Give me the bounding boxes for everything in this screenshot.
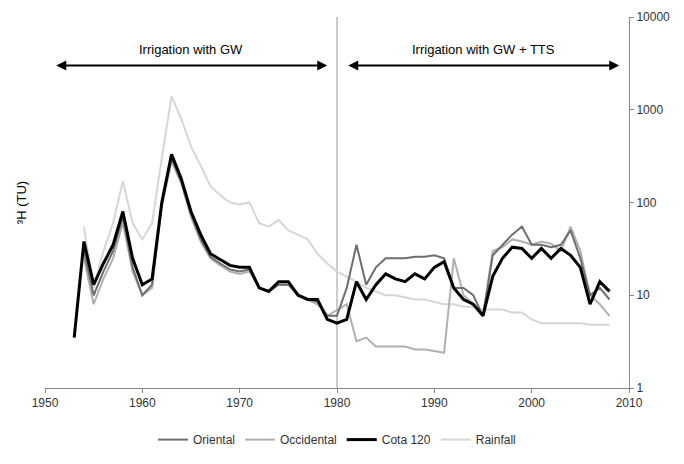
svg-text:Oriental: Oriental [193, 433, 235, 447]
svg-text:³H (TU): ³H (TU) [14, 181, 29, 224]
svg-text:1: 1 [636, 381, 643, 395]
svg-text:2000: 2000 [518, 396, 545, 410]
svg-text:1970: 1970 [226, 396, 253, 410]
svg-text:1990: 1990 [421, 396, 448, 410]
svg-text:Irrigation with GW: Irrigation with GW [139, 42, 243, 57]
svg-text:1000: 1000 [636, 103, 663, 117]
svg-text:100: 100 [636, 196, 656, 210]
svg-text:Cota 120: Cota 120 [382, 433, 431, 447]
svg-text:10: 10 [636, 288, 650, 302]
svg-text:Occidental: Occidental [280, 433, 337, 447]
svg-text:Irrigation with GW + TTS: Irrigation with GW + TTS [412, 42, 555, 57]
svg-text:1950: 1950 [32, 396, 59, 410]
svg-text:2010: 2010 [616, 396, 643, 410]
svg-text:1960: 1960 [129, 396, 156, 410]
svg-text:1980: 1980 [324, 396, 351, 410]
svg-text:Rainfall: Rainfall [476, 433, 516, 447]
svg-text:10000: 10000 [636, 10, 670, 24]
